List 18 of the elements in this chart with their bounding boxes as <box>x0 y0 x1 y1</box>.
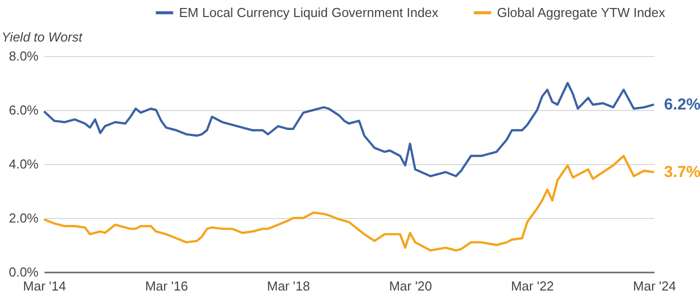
y-tick-label: 8.0% <box>8 48 39 64</box>
x-tick-label: Mar '20 <box>389 278 432 294</box>
x-tick-label: Mar '14 <box>23 278 66 294</box>
line-series <box>42 154 656 252</box>
x-tick-label: Mar '24 <box>633 278 676 294</box>
y-tick-label: 2.0% <box>8 210 39 226</box>
y-tick-label: 6.0% <box>8 102 39 118</box>
y-tick-label: 0.0% <box>8 264 39 280</box>
annotation: 3.7% <box>664 164 700 182</box>
legend-label: Global Aggregate YTW Index <box>497 4 666 20</box>
x-tick-label: Mar '16 <box>145 278 188 294</box>
x-tick-label: Mar '22 <box>510 278 554 294</box>
x-tick-label: Mar '18 <box>266 278 310 294</box>
line-series <box>42 82 656 178</box>
y-tick-label: 4.0% <box>8 156 39 172</box>
annotation: 6.2% <box>664 96 700 114</box>
y-axis-title: Yield to Worst <box>2 30 84 44</box>
legend-label: EM Local Currency Liquid Government Index <box>179 4 439 20</box>
